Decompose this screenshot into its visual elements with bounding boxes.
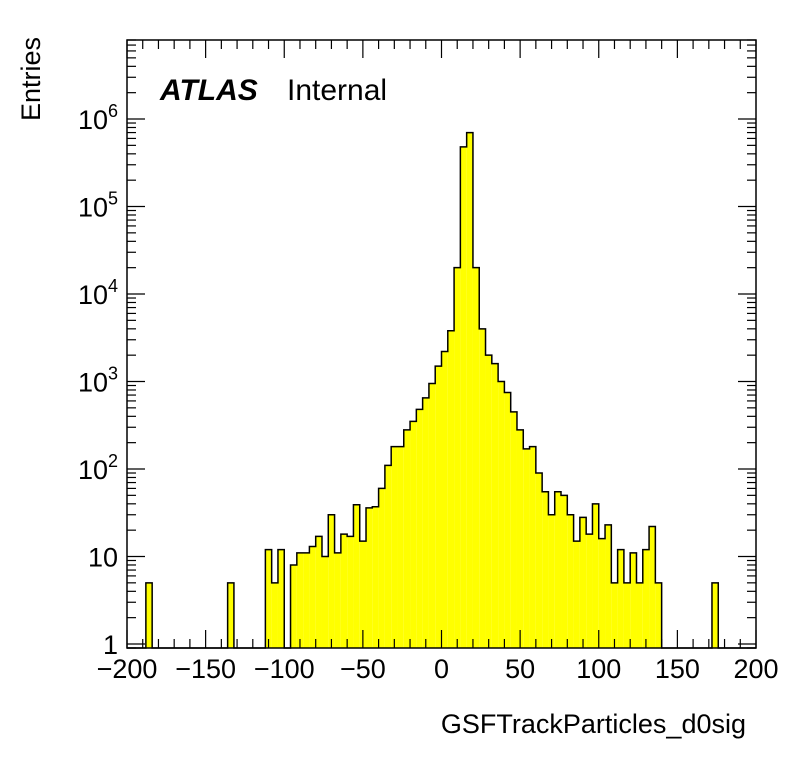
histogram-bin	[611, 582, 618, 648]
histogram-bin	[277, 549, 285, 648]
y-tick-label: 10	[88, 542, 118, 572]
histogram-bin	[441, 351, 448, 648]
histogram-bin	[460, 146, 467, 648]
histogram-bin	[642, 549, 650, 648]
histogram-bin	[491, 363, 499, 648]
histogram-bin	[479, 328, 486, 648]
y-tick-label: 104	[78, 276, 118, 310]
histogram-bin	[454, 267, 461, 648]
histogram-bin	[567, 514, 574, 648]
histogram-bin	[303, 552, 310, 648]
histogram-bin	[447, 330, 455, 648]
histogram-bin	[561, 495, 568, 648]
histogram-bin	[711, 582, 719, 648]
atlas-label: ATLAS	[159, 74, 258, 107]
histogram-bin	[548, 514, 555, 648]
histogram-bin	[384, 465, 392, 648]
histogram-bin	[422, 397, 429, 648]
x-tick-label: 150	[655, 654, 700, 684]
histogram-bin	[554, 491, 562, 648]
x-tick-label: −200	[97, 654, 158, 684]
axis-ticks	[126, 39, 757, 649]
x-tick-label: −100	[254, 654, 315, 684]
histogram-bin	[410, 421, 417, 648]
x-tick-label: 0	[434, 654, 449, 684]
y-tick-labels: 1 10 102 103 104 105 106	[78, 101, 118, 660]
x-tick-label: 50	[505, 654, 535, 684]
histogram-bin	[347, 536, 354, 648]
histogram-bin	[435, 366, 442, 648]
histogram-bin	[403, 429, 411, 648]
histogram-bin	[428, 383, 436, 648]
histogram-bin	[498, 381, 505, 648]
histogram-bin	[655, 582, 662, 648]
y-tick-label: 1	[103, 630, 118, 660]
x-axis-title: GSFTrackParticles_d0sig	[441, 709, 746, 739]
histogram-bin	[579, 517, 587, 648]
histogram-bin	[573, 541, 580, 648]
histogram-bin	[334, 552, 341, 648]
histogram-bin	[510, 411, 517, 648]
histogram-bin	[227, 582, 234, 648]
histogram-bin	[516, 429, 524, 648]
histogram-bin	[649, 526, 656, 648]
histogram-bin	[353, 504, 360, 648]
histogram-bin	[378, 488, 385, 648]
histogram-bin	[535, 473, 543, 648]
histogram-bin	[623, 582, 631, 648]
y-tick-label: 106	[78, 101, 118, 135]
histogram-bin	[598, 538, 606, 648]
x-tick-label: 100	[576, 654, 621, 684]
histogram-bin	[315, 536, 322, 648]
y-tick-label: 105	[78, 189, 118, 223]
histogram-bin	[145, 582, 153, 648]
histogram-bars	[145, 132, 719, 648]
histogram-bin	[416, 409, 423, 648]
histogram-bin	[523, 448, 530, 648]
histogram-bin	[366, 507, 373, 648]
histogram-bin	[296, 552, 304, 648]
histogram-bin	[605, 524, 612, 648]
histogram-bin	[542, 491, 549, 648]
histogram-bin	[340, 534, 348, 648]
histogram-bin	[309, 546, 316, 648]
histogram-bin	[391, 446, 398, 648]
histogram-bin	[630, 552, 637, 648]
histogram-bin	[321, 556, 329, 648]
x-tick-label: −50	[340, 654, 386, 684]
histogram-bin	[359, 541, 367, 648]
histogram-bin	[397, 446, 404, 648]
histogram-bin	[271, 582, 278, 648]
histogram-bin	[328, 514, 335, 648]
histogram-bin	[617, 549, 624, 648]
histogram-bin	[586, 534, 593, 648]
histogram-bin	[265, 549, 272, 648]
y-tick-label: 103	[78, 364, 118, 398]
y-tick-label: 102	[78, 451, 118, 485]
x-tick-labels: −200 −150 −100 −50 0 50 100 150 200	[97, 654, 779, 684]
y-axis-title: Entries	[16, 37, 46, 121]
histogram-bin	[504, 392, 511, 648]
internal-label: Internal	[287, 74, 387, 107]
histogram-bin	[529, 446, 536, 648]
histogram-bin	[466, 132, 473, 648]
x-tick-label: −150	[175, 654, 236, 684]
histogram-bin	[290, 564, 297, 648]
histogram-bin	[372, 506, 379, 648]
histogram-bin	[472, 267, 480, 648]
histogram-bin	[485, 355, 492, 648]
histogram-outline	[127, 131, 756, 649]
histogram-bin	[636, 582, 643, 648]
histogram-bin	[592, 503, 599, 648]
x-tick-label: 200	[733, 654, 778, 684]
